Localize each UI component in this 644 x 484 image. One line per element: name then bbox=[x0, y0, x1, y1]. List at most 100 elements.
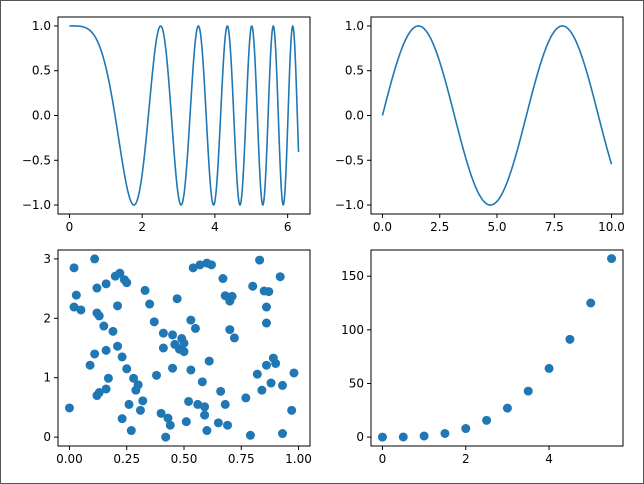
scatter-point bbox=[184, 396, 194, 406]
scatter-point bbox=[122, 278, 132, 288]
scatter-point bbox=[168, 330, 178, 340]
x-tick-label: 2.5 bbox=[430, 220, 449, 234]
scatter-point bbox=[266, 378, 276, 388]
series-line bbox=[381, 25, 613, 206]
scatter-point bbox=[419, 431, 429, 441]
y-tick-label: 1.0 bbox=[345, 19, 364, 33]
x-tick-label: 7.5 bbox=[545, 220, 564, 234]
scatter-point bbox=[172, 294, 182, 304]
scatter-point bbox=[204, 356, 214, 366]
y-tick-label: 0.0 bbox=[345, 109, 364, 123]
subplot-top-right: 0.0 2.5 5.0 7.5 10.0 −1.0 −0.5 0.0 0.5 1.0 bbox=[335, 16, 625, 234]
scatter-point bbox=[138, 396, 148, 406]
scatter-point bbox=[261, 318, 271, 328]
scatter-point bbox=[158, 328, 168, 338]
scatter-point bbox=[195, 260, 205, 270]
scatter-point bbox=[264, 287, 274, 297]
scatter-point bbox=[90, 349, 100, 359]
scatter-point bbox=[218, 274, 228, 284]
scatter-point bbox=[129, 373, 139, 383]
scatter-point bbox=[257, 385, 267, 395]
scatter-point bbox=[227, 291, 237, 301]
y-tick-label: 0.5 bbox=[32, 64, 51, 78]
y-tick-label: −1.0 bbox=[22, 198, 51, 212]
scatter-point bbox=[101, 345, 111, 355]
y-tick-label: 1.0 bbox=[32, 19, 51, 33]
scatter-point bbox=[377, 432, 387, 442]
x-tick-label: 0.75 bbox=[228, 452, 255, 466]
scatter-point bbox=[188, 263, 198, 273]
y-tick-label: 1 bbox=[43, 371, 51, 385]
scatter-point bbox=[289, 368, 299, 378]
scatter-point bbox=[398, 432, 408, 442]
x-tick-label: 4 bbox=[545, 452, 553, 466]
scatter-point bbox=[90, 254, 100, 264]
scatter-point bbox=[92, 283, 102, 293]
axes-frame bbox=[370, 249, 624, 447]
x-tick-label: 0.50 bbox=[171, 452, 198, 466]
x-tick-label: 5.0 bbox=[487, 220, 506, 234]
scatter-point bbox=[71, 290, 81, 300]
scatter-point bbox=[122, 364, 132, 374]
y-tick-label: 0.5 bbox=[345, 64, 364, 78]
x-tick-label: 1.00 bbox=[285, 452, 312, 466]
scatter-point bbox=[229, 333, 239, 343]
scatter-point bbox=[202, 426, 212, 436]
subplot-bottom-left: 0.00 0.25 0.50 0.75 1.00 0 1 2 3 bbox=[43, 249, 312, 466]
y-tick-label: 2 bbox=[43, 311, 51, 325]
subplot-bottom-right: 0 2 4 0 50 100 150 bbox=[341, 249, 624, 466]
y-tick-label: 0 bbox=[356, 430, 364, 444]
scatter-point bbox=[271, 358, 281, 368]
scatter-point bbox=[213, 418, 223, 428]
axes-frame bbox=[370, 16, 624, 215]
scatter-point bbox=[113, 341, 123, 351]
scatter-point bbox=[179, 347, 189, 357]
scatter-point bbox=[168, 363, 178, 373]
scatter-point bbox=[133, 380, 143, 390]
scatter-point bbox=[179, 338, 189, 348]
scatter-point bbox=[245, 430, 255, 440]
scatter-point bbox=[69, 302, 79, 312]
scatter-point bbox=[145, 299, 155, 309]
scatter-point bbox=[64, 403, 74, 413]
scatter-point bbox=[69, 263, 79, 273]
scatter-point bbox=[523, 386, 533, 396]
scatter-point bbox=[461, 424, 471, 434]
y-tick-label: 3 bbox=[43, 252, 51, 266]
scatter-point bbox=[152, 370, 162, 380]
scatter-point bbox=[163, 413, 173, 423]
scatter-point bbox=[115, 268, 125, 278]
scatter-point bbox=[117, 414, 127, 424]
scatter-point bbox=[108, 326, 118, 336]
x-tick-label: 4 bbox=[211, 220, 219, 234]
scatter-point bbox=[255, 255, 265, 265]
scatter-point bbox=[76, 305, 86, 315]
scatter-point bbox=[193, 399, 203, 409]
scatter-point bbox=[206, 260, 216, 270]
x-tick-label: 0.00 bbox=[56, 452, 83, 466]
scatter-point bbox=[101, 279, 111, 289]
x-tick-label: 0.25 bbox=[113, 452, 140, 466]
scatter-point bbox=[186, 365, 196, 375]
scatter-point bbox=[223, 420, 233, 430]
scatter-point bbox=[85, 360, 95, 370]
scatter-point bbox=[158, 343, 168, 353]
scatter-point bbox=[287, 405, 297, 415]
y-tick-label: −0.5 bbox=[335, 153, 364, 167]
scatter-point bbox=[149, 317, 159, 327]
scatter-point bbox=[200, 402, 210, 412]
y-tick-label: 100 bbox=[341, 323, 364, 337]
scatter-point bbox=[94, 388, 104, 398]
y-tick-label: 150 bbox=[341, 269, 364, 283]
y-tick-label: −1.0 bbox=[335, 198, 364, 212]
x-tick-label: 2 bbox=[138, 220, 146, 234]
scatter-point bbox=[161, 432, 171, 442]
scatter-point bbox=[156, 408, 166, 418]
scatter-point bbox=[261, 360, 271, 370]
axes-frame bbox=[57, 16, 311, 215]
scatter-point bbox=[165, 420, 175, 430]
scatter-point bbox=[440, 428, 450, 438]
scatter-point bbox=[220, 399, 230, 409]
